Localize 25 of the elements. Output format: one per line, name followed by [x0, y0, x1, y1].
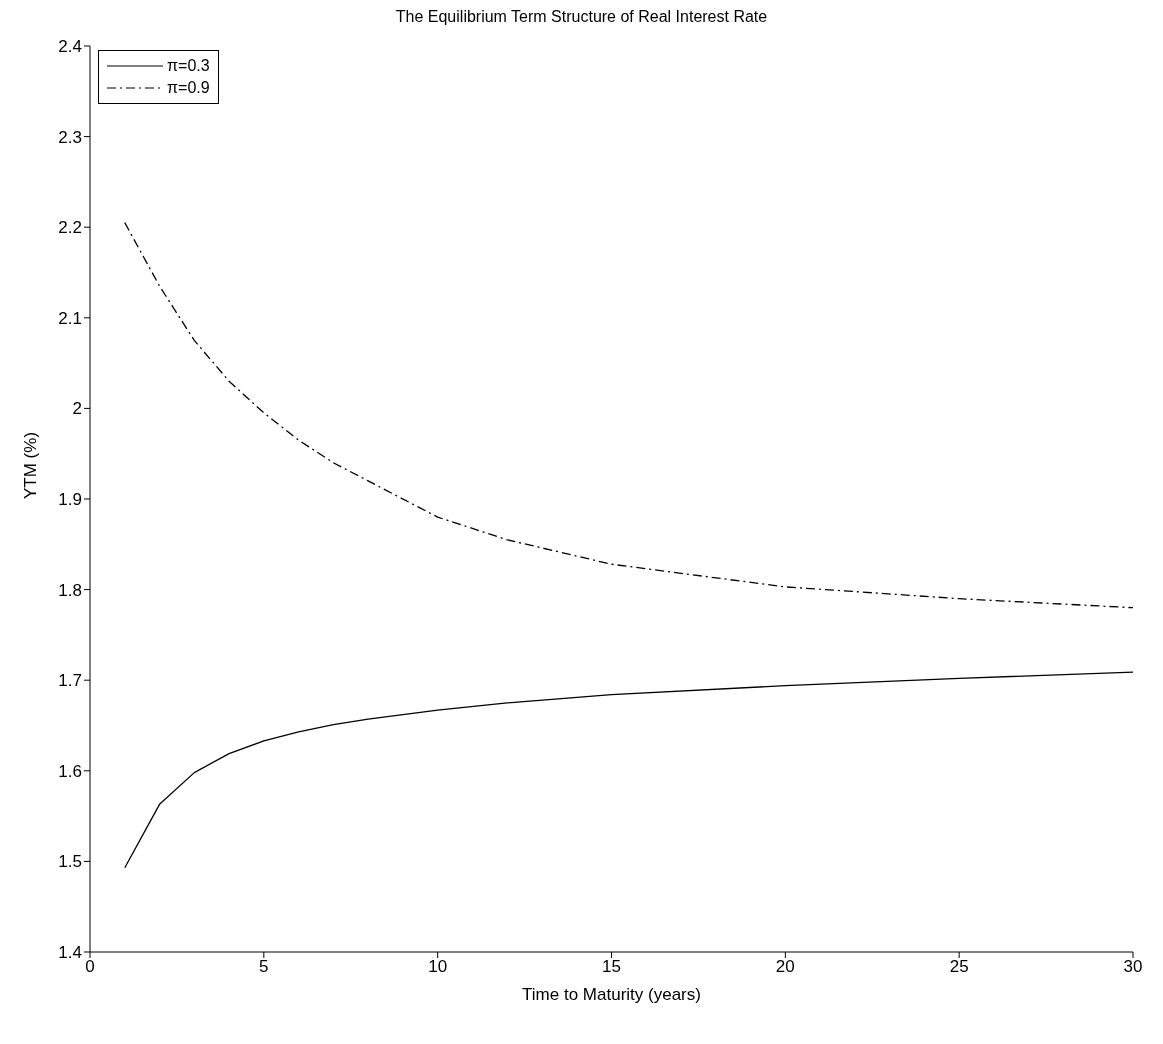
y-tick-label: 1.9	[58, 490, 82, 510]
line-series	[124, 671, 1133, 869]
legend-label: π=0.3	[167, 57, 210, 75]
y-tick-label: 2.4	[58, 37, 82, 57]
y-tick-label: 2.3	[58, 127, 82, 147]
y-tick-label: 2.2	[58, 218, 82, 238]
chart-title: The Equilibrium Term Structure of Real Interest Rate	[394, 8, 769, 27]
y-tick-label: 2.1	[58, 308, 82, 328]
x-tick-label: 20	[775, 957, 795, 977]
y-tick-label: 1.7	[58, 671, 82, 691]
x-tick-label: 15	[602, 957, 621, 977]
x-tick-label: 25	[949, 957, 969, 977]
y-axis-title: YTM (%)	[21, 431, 41, 499]
y-tick-label: 1.6	[58, 761, 82, 781]
y-tick-label: 1.5	[58, 852, 82, 872]
y-tick-label: 2	[72, 399, 82, 419]
x-tick-label: 5	[259, 957, 269, 977]
legend-label: π=0.9	[167, 79, 210, 97]
x-tick-label: 0	[85, 957, 95, 977]
x-tick-label: 30	[1123, 957, 1143, 977]
y-tick-label: 1.4	[58, 943, 82, 963]
x-axis-title: Time to Maturity (years)	[522, 985, 701, 1004]
x-tick-label: 10	[428, 957, 448, 977]
y-tick-label: 1.8	[58, 580, 82, 600]
line-series	[124, 222, 1133, 609]
